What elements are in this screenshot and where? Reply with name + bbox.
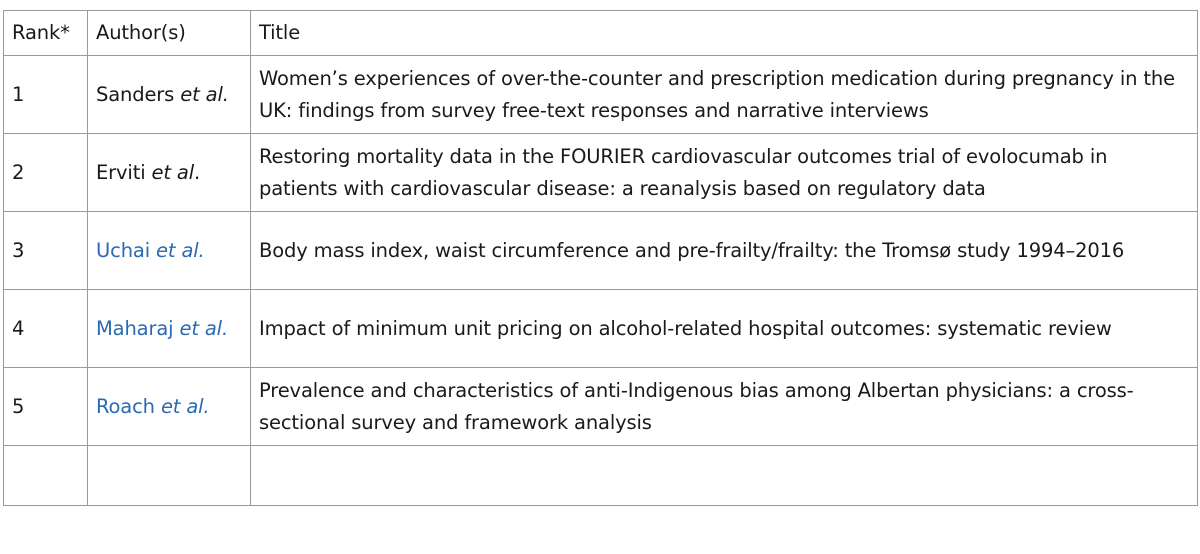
title-cell: Restoring mortality data in the FOURIER … (250, 133, 1198, 212)
rank-cell: 3 (3, 211, 88, 290)
title-cell: Impact of minimum unit pricing on alcoho… (250, 289, 1198, 368)
author-name: Erviti (96, 160, 146, 184)
author-link[interactable]: Uchai et al. (96, 239, 205, 262)
rank-cell: 4 (3, 289, 88, 368)
author-name[interactable]: Uchai (96, 238, 150, 262)
et-al-text[interactable]: et al. (160, 394, 210, 418)
table-row: 1 Sanders et al. Women’s experiences of … (3, 55, 1198, 134)
rank-cell: 5 (3, 367, 88, 446)
et-al-text: et al (151, 160, 195, 184)
rank-cell: 1 (3, 55, 88, 134)
et-al-text[interactable]: et al. (179, 316, 228, 340)
author-link[interactable]: Maharaj et al. (96, 317, 228, 340)
author-name[interactable]: Roach (96, 394, 155, 418)
ranking-table: Rank* Author(s) Title 1 Sanders et al. W… (3, 10, 1198, 506)
header-title: Title (250, 10, 1198, 56)
rank-cell: 2 (3, 133, 88, 212)
table-row: 3 Uchai et al. Body mass index, waist ci… (3, 211, 1198, 290)
author-cell: Erviti et al. (87, 133, 251, 212)
table-row-partial (3, 445, 1198, 506)
author-name: Sanders (96, 82, 175, 106)
author-link[interactable]: Roach et al. (96, 394, 210, 418)
author-cell: Maharaj et al. (87, 289, 251, 368)
et-al-text: et al. (180, 82, 229, 106)
table-row: 4 Maharaj et al. Impact of minimum unit … (3, 289, 1198, 368)
title-cell-empty (250, 445, 1198, 506)
title-cell: Women’s experiences of over-the-counter … (250, 55, 1198, 134)
author-cell: Roach et al. (87, 367, 251, 446)
table-row: 2 Erviti et al. Restoring mortality data… (3, 133, 1198, 212)
rank-cell-empty (3, 445, 88, 506)
table-row: 5 Roach et al. Prevalence and characteri… (3, 367, 1198, 446)
author-name[interactable]: Maharaj (96, 316, 174, 340)
table-header-row: Rank* Author(s) Title (3, 10, 1198, 56)
author-cell-empty (87, 445, 251, 506)
title-cell: Prevalence and characteristics of anti-I… (250, 367, 1198, 446)
header-rank: Rank* (3, 10, 88, 56)
et-al-text[interactable]: et al. (156, 238, 205, 262)
et-al-suffix: . (194, 160, 201, 184)
title-cell: Body mass index, waist circumference and… (250, 211, 1198, 290)
author-cell: Sanders et al. (87, 55, 251, 134)
header-authors: Author(s) (87, 10, 251, 56)
author-cell: Uchai et al. (87, 211, 251, 290)
